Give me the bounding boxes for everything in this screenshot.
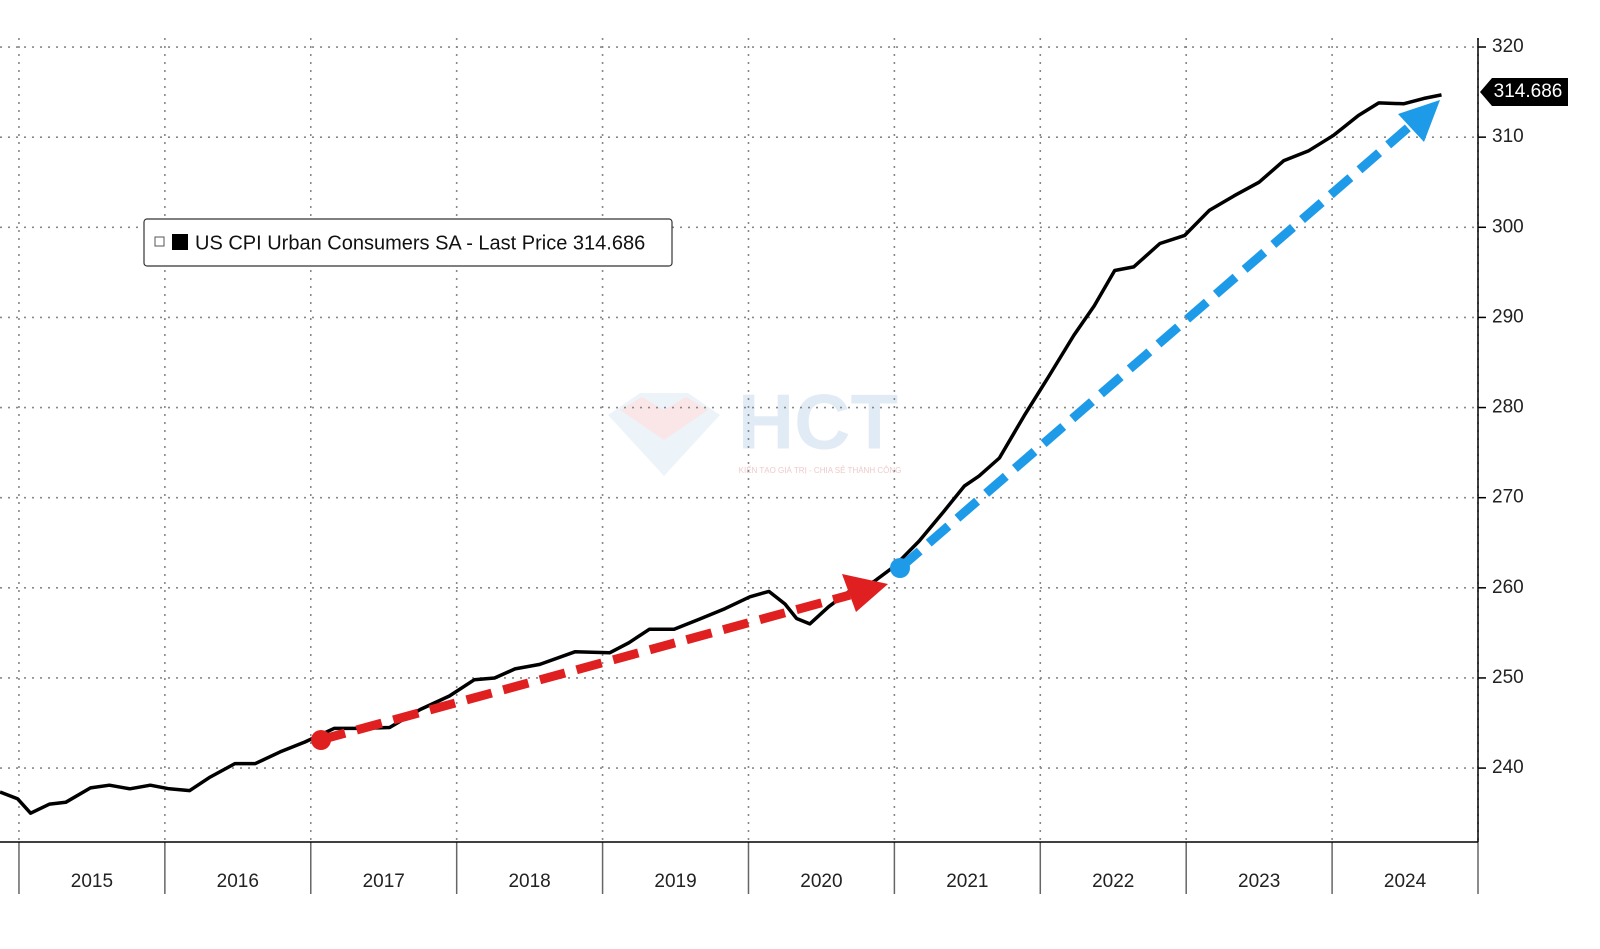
y-tick-label: 310 <box>1492 126 1524 147</box>
watermark-logo <box>608 393 720 476</box>
x-tick-label: 2019 <box>654 871 696 892</box>
y-tick-label: 280 <box>1492 397 1524 418</box>
watermark: HCT KIẾN TẠO GIÁ TRỊ - CHIA SẺ THÀNH CÔN… <box>608 378 901 476</box>
y-tick-label: 300 <box>1492 216 1524 237</box>
watermark-logo <box>620 397 708 440</box>
trend-arrow <box>897 122 1413 572</box>
trend-arrow <box>318 590 852 745</box>
arrow-head <box>1398 100 1440 142</box>
data-line <box>0 93 1442 815</box>
x-tick-label: 2016 <box>217 871 259 892</box>
x-tick-label: 2024 <box>1384 871 1427 892</box>
x-tick-label: 2018 <box>508 871 550 892</box>
arrow-head <box>842 574 888 612</box>
y-tick-label: 260 <box>1492 577 1524 598</box>
legend-box <box>143 218 673 267</box>
arrow-start <box>311 730 331 750</box>
legend-label: US CPI Urban Consumers SA - Last Price 3… <box>195 232 645 254</box>
last-value-box <box>1480 78 1568 106</box>
watermark-text: HCT <box>738 378 898 466</box>
arrow-start <box>890 558 910 578</box>
y-tick-label: 270 <box>1492 487 1524 508</box>
x-tick-label: 2017 <box>363 871 405 892</box>
y-tick-label: 250 <box>1492 667 1524 688</box>
x-tick-label: 2020 <box>800 871 842 892</box>
x-tick-label: 2021 <box>946 871 988 892</box>
legend: US CPI Urban Consumers SA - Last Price 3… <box>143 218 673 267</box>
last-value: 314.686 <box>1480 78 1568 106</box>
axes: 240 250 260 270 280 290 300 310 320 2015 2016 2017 2… <box>0 36 1524 894</box>
y-tick-label: 240 <box>1492 757 1524 778</box>
legend-expander <box>154 236 165 247</box>
legend-swatch <box>172 234 188 250</box>
blue-arrow <box>890 100 1440 578</box>
x-tick-label: 2023 <box>1238 871 1280 892</box>
watermark-tagline: KIẾN TẠO GIÁ TRỊ - CHIA SẺ THÀNH CÔNG <box>739 465 902 475</box>
y-tick-label: 320 <box>1492 36 1524 57</box>
last-value-label: 314.686 <box>1494 81 1563 102</box>
red-arrow <box>311 574 888 750</box>
x-tick-label: 2022 <box>1092 871 1134 892</box>
y-tick-label: 290 <box>1492 306 1524 327</box>
x-tick-label: 2015 <box>71 871 113 892</box>
